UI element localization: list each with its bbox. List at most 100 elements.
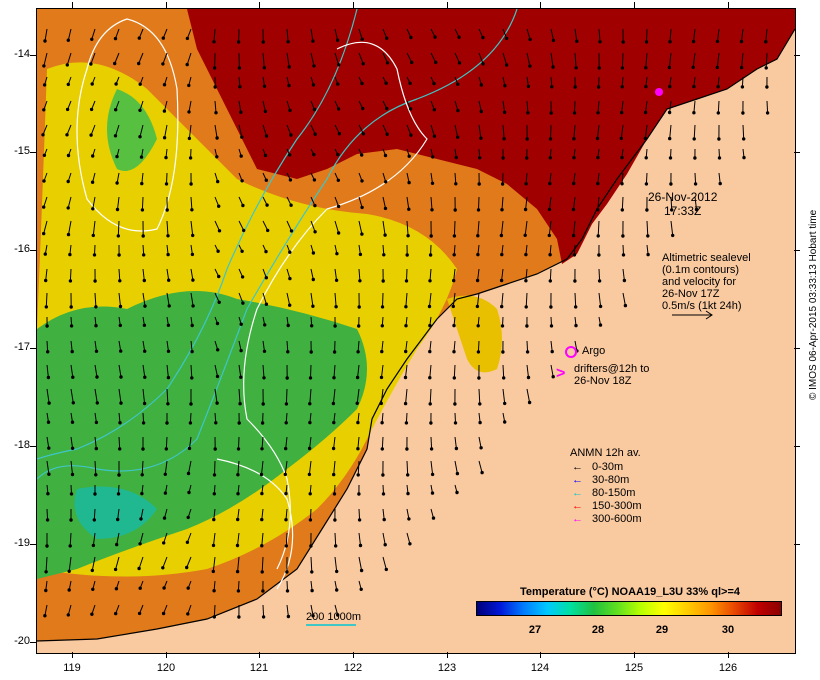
- velocity-arrow-head: [644, 66, 648, 70]
- velocity-arrow-head: [333, 518, 337, 522]
- velocity-arrow: [188, 124, 192, 139]
- velocity-arrow-head: [187, 136, 192, 141]
- velocity-arrow-head: [141, 447, 145, 451]
- velocity-arrow-head: [382, 253, 386, 257]
- velocity-arrow-head: [408, 81, 412, 86]
- velocity-arrow: [286, 340, 289, 352]
- velocity-arrow: [669, 100, 672, 113]
- velocity-arrow-head: [285, 570, 289, 574]
- velocity-arrow-head: [550, 349, 554, 354]
- velocity-arrow: [622, 268, 625, 281]
- velocity-arrow: [285, 436, 288, 449]
- velocity-arrow-head: [528, 37, 532, 42]
- velocity-arrow-head: [162, 586, 166, 590]
- velocity-arrow: [548, 220, 552, 236]
- velocity-arrow: [44, 28, 48, 42]
- velocity-arrow-head: [70, 349, 74, 354]
- depth-legend-row: ← 80-150m: [572, 487, 635, 499]
- lon-tick-mark-top: [728, 2, 729, 8]
- velocity-arrow-head: [189, 402, 193, 406]
- velocity-arrow: [573, 220, 576, 236]
- velocity-arrow-head: [211, 569, 216, 574]
- velocity-arrow: [286, 292, 291, 306]
- velocity-arrow-head: [356, 447, 360, 451]
- velocity-arrow: [717, 28, 720, 42]
- velocity-arrow-head: [166, 234, 170, 238]
- velocity-arrow: [358, 52, 364, 64]
- velocity-arrow-head: [357, 305, 361, 309]
- velocity-arrow-head: [527, 400, 532, 405]
- velocity-arrow: [765, 28, 768, 42]
- velocity-arrow: [502, 388, 506, 404]
- velocity-arrow-head: [551, 65, 555, 69]
- velocity-arrow-head: [764, 40, 768, 44]
- velocity-arrow-head: [187, 83, 191, 88]
- velocity-arrow: [186, 556, 192, 568]
- velocity-arrow: [70, 436, 74, 449]
- velocity-arrow: [118, 436, 121, 449]
- velocity-arrow: [238, 220, 245, 231]
- velocity-arrow-head: [479, 136, 483, 140]
- velocity-arrow: [139, 532, 144, 544]
- velocity-arrow-head: [68, 279, 73, 283]
- velocity-arrow-head: [91, 154, 95, 158]
- velocity-arrow-head: [574, 305, 578, 309]
- lat-tick-mark: [30, 152, 36, 153]
- velocity-arrow-head: [211, 543, 216, 548]
- velocity-arrow-head: [215, 136, 219, 140]
- velocity-arrow-head: [116, 234, 121, 238]
- velocity-arrow-head: [239, 110, 243, 114]
- velocity-arrow: [356, 388, 360, 404]
- velocity-arrow-head: [620, 66, 625, 70]
- lon-tick-mark: [540, 652, 541, 658]
- velocity-arrow-head: [430, 181, 435, 186]
- velocity-arrow-head: [90, 180, 95, 184]
- velocity-arrow-head: [239, 348, 243, 353]
- velocity-arrow: [550, 52, 554, 68]
- velocity-arrow-head: [68, 544, 72, 548]
- velocity-arrow-head: [42, 83, 47, 87]
- velocity-arrow-head: [286, 323, 290, 328]
- velocity-arrow-head: [44, 278, 48, 283]
- velocity-arrow-head: [215, 374, 220, 379]
- velocity-arrow-head: [264, 302, 269, 306]
- velocity-arrow: [500, 220, 504, 236]
- velocity-arrow-head: [693, 182, 698, 186]
- velocity-arrow-head: [385, 106, 389, 111]
- argo-symbol-icon: [565, 346, 577, 358]
- velocity-arrow: [334, 604, 339, 616]
- velocity-arrow-head: [308, 518, 313, 522]
- velocity-arrow-head: [429, 234, 433, 238]
- velocity-arrow-head: [503, 401, 507, 406]
- depth-legend-row: ← 0-30m: [572, 461, 623, 473]
- velocity-arrow: [166, 340, 169, 352]
- velocity-arrow: [213, 604, 216, 617]
- velocity-arrow-head: [237, 615, 241, 619]
- velocity-arrow-head: [236, 589, 241, 593]
- velocity-arrow-head: [476, 324, 480, 328]
- velocity-arrow-head: [162, 541, 166, 545]
- velocity-arrow-head: [381, 492, 386, 496]
- velocity-arrow: [262, 100, 266, 112]
- lon-tick-label: 125: [624, 662, 644, 674]
- velocity-arrow-head: [90, 568, 94, 573]
- velocity-arrow-head: [138, 108, 142, 113]
- velocity-arrow-head: [525, 156, 529, 160]
- velocity-arrow-head: [311, 39, 315, 43]
- velocity-arrow: [406, 460, 409, 475]
- lat-tick-mark-right: [794, 55, 800, 56]
- velocity-arrow-head: [407, 207, 411, 211]
- velocity-arrow: [693, 124, 696, 139]
- colorbar-tick: 28: [591, 624, 605, 636]
- velocity-arrow: [477, 220, 480, 236]
- velocity-arrow: [454, 460, 458, 474]
- velocity-arrow-head: [596, 234, 600, 238]
- velocity-arrow-head: [383, 153, 388, 158]
- velocity-arrow-head: [356, 350, 360, 354]
- velocity-arrow-head: [242, 228, 246, 233]
- velocity-arrow: [669, 28, 672, 42]
- velocity-arrow: [525, 268, 528, 281]
- velocity-arrow: [382, 532, 386, 545]
- velocity-arrow-head: [429, 421, 433, 425]
- velocity-arrow-head: [163, 491, 168, 495]
